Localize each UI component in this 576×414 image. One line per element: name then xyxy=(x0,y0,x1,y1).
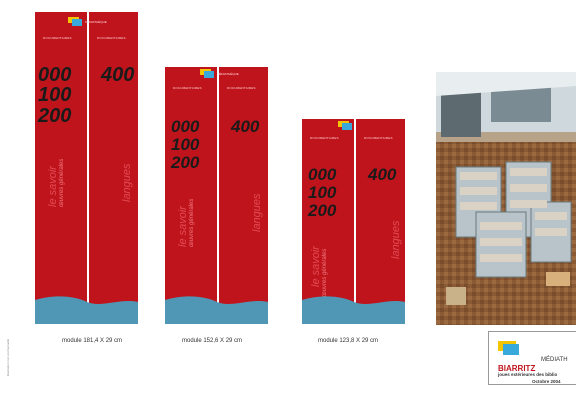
doc-label-left: DOCUMENTAIRES xyxy=(173,86,202,90)
number-000: 000 xyxy=(171,117,200,136)
number-100: 100 xyxy=(308,183,337,202)
mediatheque-logo-icon xyxy=(68,17,84,26)
vertical-langues: langues xyxy=(251,193,263,232)
number-200: 200 xyxy=(308,201,337,220)
vertical-oeuvres-generales: œuvres générales xyxy=(322,248,328,297)
vertical-langues: langues xyxy=(390,220,402,259)
library-photo xyxy=(436,72,576,325)
logo-text: MÉDIATHÈQUE xyxy=(85,20,107,24)
side-note: illustration non contractuelle xyxy=(6,338,10,376)
doc-label-left: DOCUMENTAIRES xyxy=(310,136,339,140)
number-100: 100 xyxy=(171,135,200,154)
panel-divider xyxy=(87,12,89,324)
doc-label-right: DOCUMENTAIRES xyxy=(364,136,393,140)
vertical-oeuvres-generales: œuvres générales xyxy=(59,158,65,207)
number-200: 200 xyxy=(171,153,200,172)
card-brand-top: MÉDIATH xyxy=(541,357,568,363)
mediatheque-logo-icon xyxy=(338,121,354,130)
blue-wave xyxy=(35,296,138,324)
caption-module-2: module 152,6 X 29 cm xyxy=(182,338,243,344)
doc-label-right: DOCUMENTAIRES xyxy=(97,36,126,40)
number-400: 400 xyxy=(231,117,260,136)
card-subtitle: joues extérieures des biblio xyxy=(498,372,558,377)
card-brand-city: BIARRITZ xyxy=(498,364,536,373)
logo-text: MÉDIATHÈQUE xyxy=(217,72,239,76)
number-000: 000 xyxy=(38,64,72,86)
title-card: MÉDIATH BIARRITZ joues extérieures des b… xyxy=(488,331,576,385)
number-000: 000 xyxy=(308,165,337,184)
library-interior-image xyxy=(436,72,576,325)
vertical-le-savoir: le savoir xyxy=(47,166,59,207)
number-200: 200 xyxy=(38,105,72,127)
caption-module-1: module 181,4 X 29 cm xyxy=(62,338,123,344)
vertical-le-savoir: le savoir xyxy=(177,206,189,247)
doc-label-left: DOCUMENTAIRES xyxy=(43,36,72,40)
blue-wave xyxy=(302,296,405,324)
blue-wave xyxy=(165,296,268,324)
doc-label-right: DOCUMENTAIRES xyxy=(227,86,256,90)
caption-module-3: module 123,8 X 29 cm xyxy=(318,338,379,344)
panel-divider xyxy=(354,119,356,324)
panel-divider xyxy=(217,67,219,324)
shelf-panel-1: MÉDIATHÈQUE DOCUMENTAIRES DOCUMENTAIRES … xyxy=(35,12,138,324)
mediatheque-logo-icon xyxy=(200,69,216,78)
biarritz-logo-wave-icon xyxy=(503,344,519,355)
shelf-panel-2: MÉDIATHÈQUE DOCUMENTAIRES DOCUMENTAIRES … xyxy=(165,67,268,324)
vertical-le-savoir: le savoir xyxy=(310,246,322,287)
number-100: 100 xyxy=(38,84,72,106)
vertical-oeuvres-generales: œuvres générales xyxy=(189,198,195,247)
vertical-langues: langues xyxy=(121,163,133,202)
number-400: 400 xyxy=(101,64,135,86)
shelf-panel-3: DOCUMENTAIRES DOCUMENTAIRES 000 100 200 … xyxy=(302,119,405,324)
card-date: Octobre 2004 xyxy=(532,379,561,384)
number-400: 400 xyxy=(368,165,397,184)
